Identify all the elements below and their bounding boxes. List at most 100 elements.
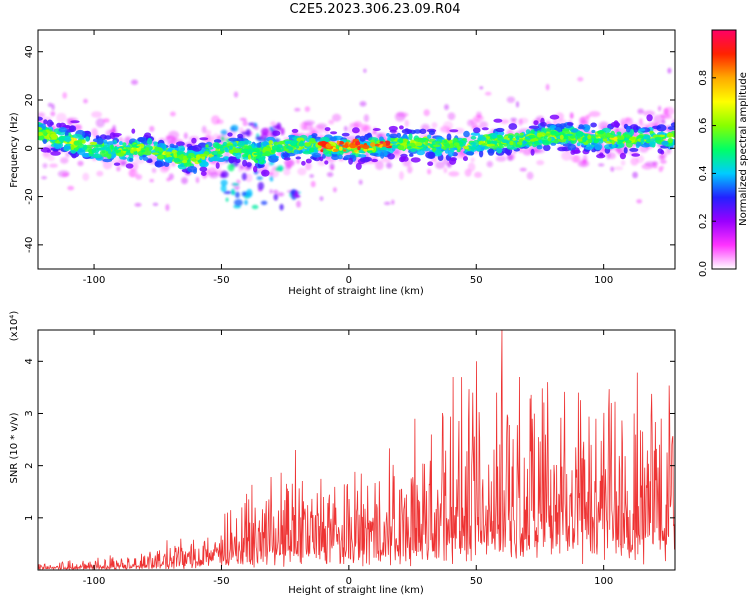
spectrogram-scatter-spot: [61, 172, 69, 177]
spectrogram-halo-blob: [486, 160, 493, 168]
spectrogram-band-blob: [540, 121, 547, 127]
snr-x-tick-label: 50: [470, 576, 483, 587]
spectrogram-band-blob: [638, 128, 646, 132]
spectrogram-band-blob: [446, 133, 452, 141]
spectrogram-core-blob: [241, 148, 249, 154]
spectrogram-band-blob: [348, 157, 353, 165]
spectrogram-scatter-spot: [391, 199, 395, 205]
spectrogram-halo-blob: [588, 111, 601, 117]
colorbar-tick-label: 0.2: [698, 213, 709, 229]
spectrogram-band-blob: [200, 171, 207, 176]
spectrogram-halo-blob: [479, 121, 489, 129]
spectrogram-core-blob: [432, 144, 441, 148]
spectrogram-band-blob: [311, 152, 322, 158]
spectrogram-scatter-spot: [545, 83, 550, 91]
spectrogram-core-blob: [333, 148, 339, 152]
spectrogram-feature-blob: [234, 199, 243, 207]
spectrogram-core-blob: [50, 133, 58, 139]
spectrogram-core-blob: [519, 134, 524, 139]
spectrogram-core-blob: [273, 141, 279, 146]
spectrogram-band-blob: [242, 159, 248, 167]
spectrogram-band-blob: [528, 125, 540, 129]
spectrogram-band-blob: [629, 147, 639, 152]
spectrogram-halo-blob: [404, 119, 410, 127]
spectrogram-core-blob: [339, 146, 343, 151]
spectrogram-core-blob: [199, 153, 207, 157]
spectrogram-band-blob: [452, 137, 458, 142]
spectrogram-band-blob: [449, 129, 459, 133]
spectrogram-band-blob: [301, 160, 306, 166]
spectrogram-scatter-spot: [330, 166, 335, 171]
spectrogram-scatter-spot: [269, 189, 273, 194]
spectrogram-halo-blob: [262, 163, 270, 168]
spectrogram-band-blob: [58, 127, 67, 133]
spectrogram-band-blob: [646, 114, 653, 122]
spectrogram-scatter-spot: [116, 166, 121, 172]
spectrogram-band-blob: [396, 132, 402, 138]
snr-frame: [37, 329, 676, 571]
spectrogram-halo-blob: [47, 155, 55, 162]
spectrogram-halo-blob: [613, 166, 624, 171]
snr-y-tick-label: 4: [24, 358, 35, 364]
spectrogram-core-blob: [258, 156, 263, 163]
spectrogram-scatter-spot: [582, 159, 587, 164]
spectrogram-core-blob: [496, 134, 503, 138]
spectrogram-halo-blob: [375, 160, 384, 171]
spectrogram-band-blob: [401, 128, 413, 135]
spectrogram-scatter-spot: [47, 102, 53, 107]
spectrogram-band-blob: [487, 148, 495, 156]
spectrogram-core-blob: [321, 144, 325, 147]
spectrogram-band-blob: [419, 128, 427, 134]
spectrogram-core-blob: [229, 145, 233, 150]
spectrogram-halo-blob: [82, 172, 90, 181]
spectrogram-core-blob: [320, 149, 324, 153]
spectrogram-core-blob: [38, 132, 44, 137]
spectrogram-band-blob: [70, 120, 80, 124]
spectrogram-band-blob: [122, 142, 127, 147]
spectrogram-feature-blob: [223, 190, 232, 195]
spectrogram-core-blob: [515, 144, 521, 148]
spectrogram-core-blob: [518, 138, 524, 142]
spectrogram-halo-blob: [168, 130, 180, 140]
spectrogram-halo-blob: [102, 160, 113, 170]
spectrogram-halo-blob: [332, 113, 342, 122]
spectrogram-band-blob: [491, 133, 499, 139]
spectrogram-scatter-spot: [310, 180, 316, 188]
spectrogram-core-blob: [224, 146, 228, 152]
spectrogram-scatter-spot: [484, 91, 492, 96]
spectrogram-scatter-spot: [652, 161, 659, 167]
spectrogram-band-blob: [416, 149, 426, 156]
spectrogram-core-blob: [116, 152, 125, 157]
spectrogram-band-blob: [42, 138, 47, 145]
spectrogram-band-blob: [199, 137, 209, 141]
spectrogram-band-blob: [427, 161, 434, 166]
spectrogram-core-blob: [487, 143, 496, 147]
spectrogram-feature-blob: [260, 200, 268, 205]
spectrogram-halo-blob: [95, 118, 105, 128]
spectrogram-core-blob: [519, 132, 524, 136]
spectrogram-halo-blob: [561, 151, 573, 161]
spectrogram-x-tick-label: -50: [213, 275, 229, 286]
spectrogram-scatter-spot: [507, 154, 514, 161]
spectrogram-core-blob: [606, 132, 611, 138]
spectrogram-feature-blob: [244, 199, 248, 206]
spectrogram-halo-blob: [435, 161, 445, 170]
spectrogram-halo-blob: [283, 165, 292, 170]
spectrogram-halo-blob: [328, 119, 335, 125]
spectrogram-feature-blob: [272, 125, 281, 129]
spectrogram-core-blob: [133, 147, 137, 152]
spectrogram-band-blob: [270, 155, 278, 162]
spectrogram-scatter-spot: [309, 174, 314, 178]
spectrogram-band-blob: [355, 162, 362, 170]
spectrogram-core-blob: [217, 150, 223, 155]
spectrogram-band-blob: [623, 147, 628, 154]
spectrogram-halo-blob: [347, 126, 353, 134]
spectrogram-band-blob: [566, 122, 574, 126]
spectrogram-scatter-spot: [183, 132, 188, 140]
spectrogram-band-blob: [667, 126, 675, 131]
spectrogram-band-blob: [463, 130, 470, 138]
colorbar: 0.0 0.2 0.4 0.6 0.8 Normalized spectral ampl…: [698, 29, 749, 277]
spectrogram-scatter-spot: [165, 204, 170, 211]
spectrogram-scatter-spot: [149, 125, 155, 132]
